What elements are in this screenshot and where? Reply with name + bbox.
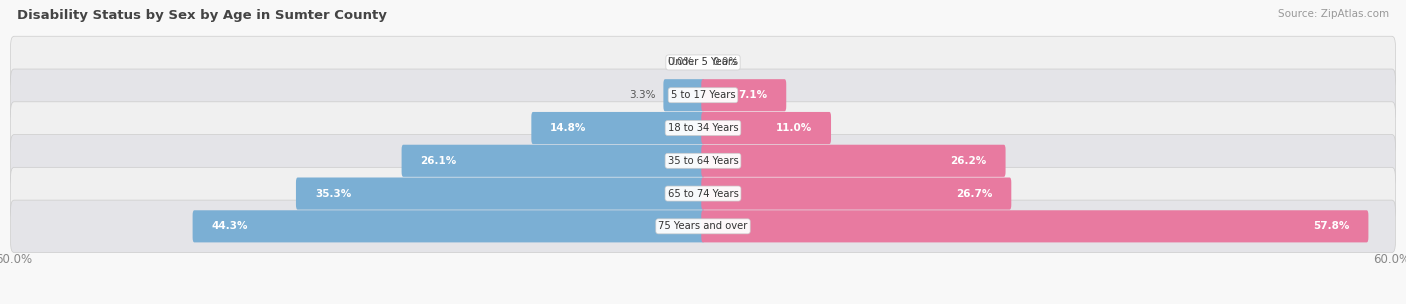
Text: 0.0%: 0.0% <box>668 57 693 67</box>
Text: Under 5 Years: Under 5 Years <box>668 57 738 67</box>
Text: 35 to 64 Years: 35 to 64 Years <box>668 156 738 166</box>
FancyBboxPatch shape <box>702 178 1011 210</box>
Text: 26.1%: 26.1% <box>420 156 457 166</box>
Text: Source: ZipAtlas.com: Source: ZipAtlas.com <box>1278 9 1389 19</box>
FancyBboxPatch shape <box>664 79 704 111</box>
FancyBboxPatch shape <box>11 36 1395 89</box>
Text: 26.2%: 26.2% <box>950 156 987 166</box>
FancyBboxPatch shape <box>11 135 1395 187</box>
FancyBboxPatch shape <box>702 210 1368 242</box>
FancyBboxPatch shape <box>295 178 704 210</box>
Text: Disability Status by Sex by Age in Sumter County: Disability Status by Sex by Age in Sumte… <box>17 9 387 22</box>
FancyBboxPatch shape <box>702 145 1005 177</box>
Text: 26.7%: 26.7% <box>956 188 993 199</box>
FancyBboxPatch shape <box>193 210 704 242</box>
Text: 44.3%: 44.3% <box>211 221 247 231</box>
Text: 65 to 74 Years: 65 to 74 Years <box>668 188 738 199</box>
FancyBboxPatch shape <box>11 167 1395 220</box>
Text: 7.1%: 7.1% <box>738 90 768 100</box>
FancyBboxPatch shape <box>11 102 1395 154</box>
Text: 18 to 34 Years: 18 to 34 Years <box>668 123 738 133</box>
Text: 75 Years and over: 75 Years and over <box>658 221 748 231</box>
Text: 3.3%: 3.3% <box>630 90 657 100</box>
Text: 35.3%: 35.3% <box>315 188 352 199</box>
FancyBboxPatch shape <box>702 112 831 144</box>
Text: 57.8%: 57.8% <box>1313 221 1350 231</box>
FancyBboxPatch shape <box>11 200 1395 253</box>
FancyBboxPatch shape <box>531 112 704 144</box>
FancyBboxPatch shape <box>402 145 704 177</box>
Text: 11.0%: 11.0% <box>776 123 813 133</box>
FancyBboxPatch shape <box>702 79 786 111</box>
Text: 5 to 17 Years: 5 to 17 Years <box>671 90 735 100</box>
FancyBboxPatch shape <box>11 69 1395 122</box>
Text: 14.8%: 14.8% <box>550 123 586 133</box>
Text: 0.0%: 0.0% <box>713 57 738 67</box>
